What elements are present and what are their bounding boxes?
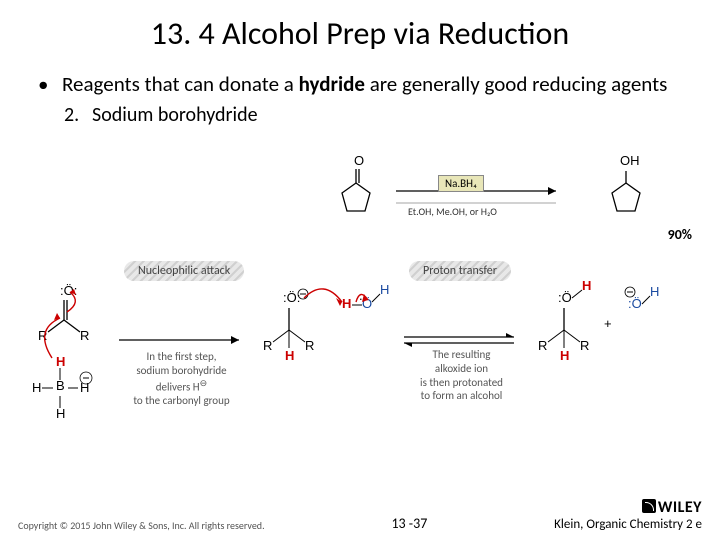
svg-text::Ö: :Ö — [558, 290, 572, 305]
page-number: 13 -37 — [391, 515, 427, 532]
svg-text:H: H — [380, 282, 389, 297]
product-oh: OH — [620, 155, 640, 168]
svg-text:R: R — [80, 328, 89, 343]
copyright: Copyright © 2015 John Wiley & Sons, Inc.… — [18, 519, 265, 532]
reagent-label: Na.BH₄ — [438, 175, 484, 192]
step1-caption: In the first step,sodium borohydridedeli… — [119, 350, 244, 408]
solvent-text: Et.OH, Me.OH, or H₂O — [408, 205, 497, 218]
bullet-text: Reagents that can donate a hydride are g… — [62, 71, 667, 97]
bullet-pre: Reagents that can donate a — [62, 71, 299, 97]
top-reaction-scheme: O OH Na.BH₄ Et.OH, Me.OH, or H₂O — [326, 155, 696, 225]
step2-caption: The resultingalkoxide ionis then protona… — [404, 348, 519, 403]
svg-text:H: H — [32, 380, 41, 395]
svg-text::Ö: :Ö — [628, 296, 642, 311]
footer-right: WILEY Klein, Organic Chemistry 2 e — [554, 498, 702, 532]
mechanism-svg: :Ö: R R B H H H H — [24, 260, 696, 450]
bullet-post: are generally good reducing agents — [365, 71, 667, 97]
svg-text:H: H — [56, 406, 65, 421]
svg-text:H: H — [650, 284, 659, 299]
subitem-label: Sodium borohydride — [92, 103, 258, 127]
svg-text:R: R — [305, 338, 314, 353]
ketone-o: O — [354, 155, 364, 168]
svg-text:R: R — [538, 338, 547, 353]
reagent-box: Na.BH₄ — [438, 173, 484, 192]
subitem-number: 2. — [64, 103, 92, 127]
book-ref: Klein, Organic Chemistry 2 e — [554, 517, 702, 532]
svg-text:H: H — [582, 278, 591, 293]
bullet-bold: hydride — [299, 71, 365, 97]
svg-text:R: R — [263, 338, 272, 353]
slide-title: 13. 4 Alcohol Prep via Reduction — [0, 0, 720, 53]
yield-label: 90% — [668, 226, 692, 243]
bullet-marker: • — [38, 71, 62, 97]
svg-text:B: B — [56, 378, 65, 393]
svg-text:R: R — [580, 338, 589, 353]
wiley-logo: WILEY — [554, 498, 702, 517]
svg-text:H: H — [56, 354, 65, 369]
svg-text:H: H — [285, 348, 294, 363]
subitem: 2. Sodium borohydride — [0, 97, 720, 127]
svg-text::Ö:: :Ö: — [60, 283, 77, 298]
svg-text::Ö:: :Ö: — [283, 290, 300, 305]
reaction-svg: O OH — [326, 155, 696, 225]
svg-text:H: H — [560, 348, 569, 363]
main-bullet: • Reagents that can donate a hydride are… — [0, 53, 720, 97]
svg-text:+: + — [604, 316, 612, 331]
svg-text:H: H — [342, 296, 351, 311]
mechanism-diagram: Nucleophilic attack Proton transfer :Ö: … — [24, 260, 696, 450]
footer: Copyright © 2015 John Wiley & Sons, Inc.… — [0, 498, 720, 532]
